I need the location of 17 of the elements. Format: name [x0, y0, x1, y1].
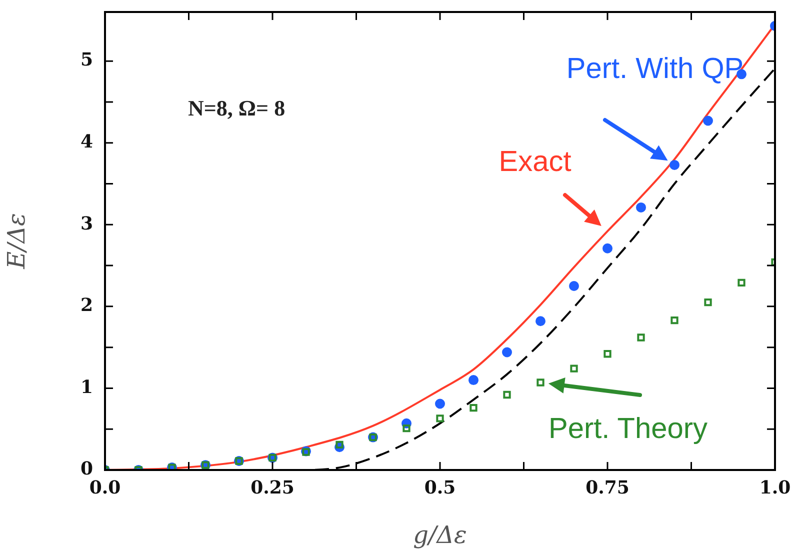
text: Exact	[498, 146, 572, 178]
annotation: N=8, Ω= 8	[188, 96, 286, 121]
series-label: Pert. Theory	[548, 413, 708, 445]
x-tick-label: 0.75	[586, 478, 630, 499]
x-tick-label: 0.5	[424, 478, 456, 499]
series-label: Pert. With QP	[566, 53, 744, 85]
y-tick-label: 0	[80, 458, 93, 480]
y-tick-label: 2	[80, 295, 93, 316]
y-tick-label: 3	[80, 213, 93, 234]
y-tick-label: 5	[80, 50, 93, 71]
x-tick-label: 1.0	[759, 478, 791, 499]
x-tick-label: 0.25	[250, 478, 294, 499]
x-axis-title: g/Δε	[413, 520, 467, 549]
y-tick-label: 1	[80, 376, 93, 398]
x-tick-label: 0.0	[89, 478, 121, 499]
y-axis-title: E/Δε	[2, 213, 31, 270]
y-tick-label: 4	[80, 132, 93, 153]
